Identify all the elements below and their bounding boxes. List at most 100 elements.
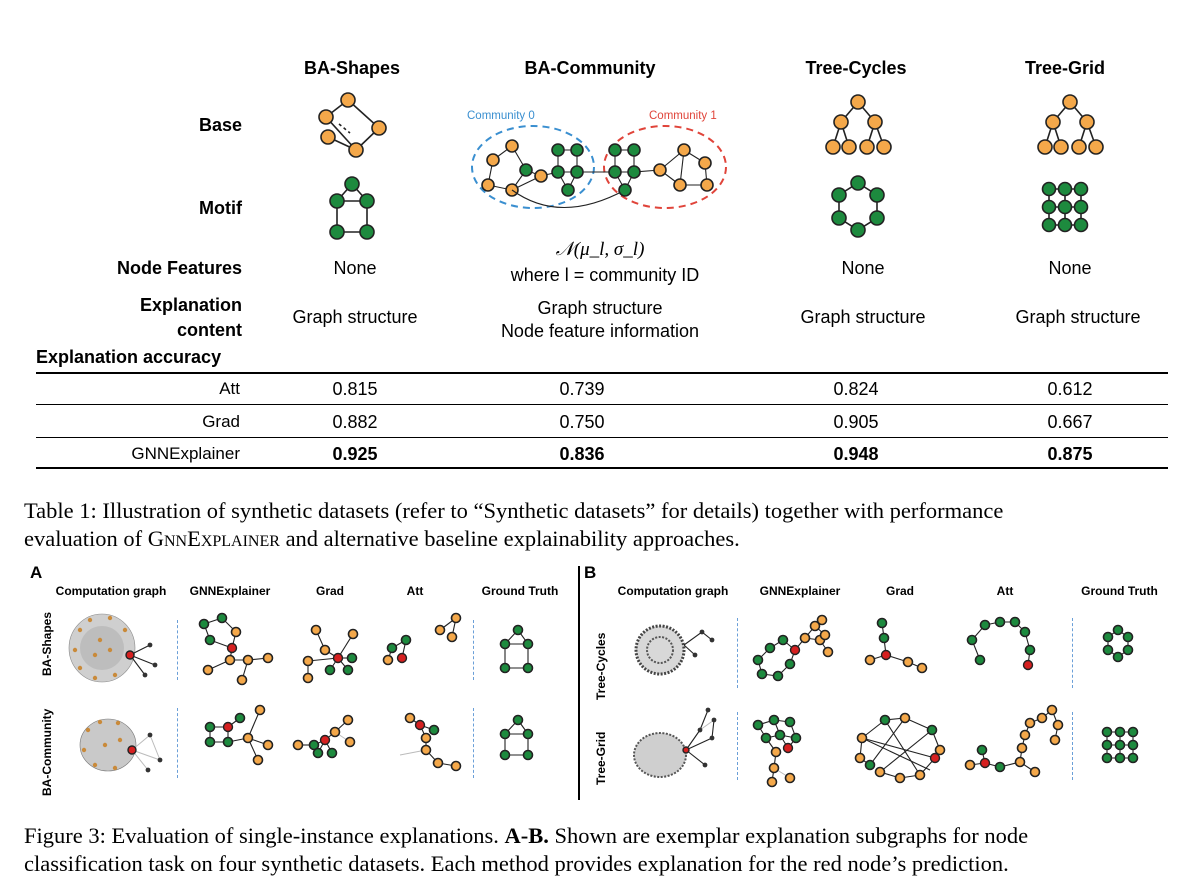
a-ba-shapes-grad — [302, 624, 359, 684]
row-label-explanation-1: Explanation — [139, 295, 242, 315]
acc-att-tree-grid: 0.612 — [1047, 379, 1093, 399]
acc-grad-tree-cycles: 0.905 — [833, 412, 879, 432]
method-att: Att — [219, 379, 240, 398]
b-tree-cycles-gnnexplainer — [752, 614, 834, 682]
nf-tree-cycles: None — [841, 258, 885, 278]
acc-att-ba-community: 0.739 — [559, 379, 605, 399]
acc-att-ba-shapes: 0.815 — [332, 379, 378, 399]
tree-cycles-motif-graph — [831, 175, 885, 238]
b-sep-4 — [1072, 712, 1073, 780]
a-ba-community-computation-graph — [79, 718, 163, 773]
a-sep-3 — [473, 620, 474, 680]
figure3-graphs — [68, 612, 1139, 788]
b-sep-2 — [737, 712, 738, 780]
a-header-computation-graph: Computation graph — [55, 584, 167, 598]
table-rule-bottom — [36, 467, 1168, 469]
col-ba-shapes: BA-Shapes — [303, 58, 401, 78]
panel-divider — [578, 566, 580, 800]
ec-tree-grid: Graph structure — [1015, 307, 1141, 327]
b-header-grad: Grad — [885, 584, 914, 598]
nf-ba-community-note: where l = community ID — [510, 265, 700, 285]
acc-gnnexplainer-tree-cycles: 0.948 — [833, 444, 879, 464]
a-header-ground-truth: Ground Truth — [481, 584, 559, 598]
ba-community-graph — [471, 125, 727, 209]
community-0-label: Community 0 — [467, 110, 535, 122]
acc-gnnexplainer-ba-shapes: 0.925 — [332, 444, 378, 464]
figure3-caption-line1-pre: Figure 3: Evaluation of single-instance … — [24, 823, 505, 848]
tree-cycles-base-graph — [825, 94, 892, 155]
a-ba-shapes-att — [382, 612, 462, 666]
panel-b-label: B — [584, 563, 597, 582]
nf-ba-community-formula: 𝒩(μ_l, σ_l) — [555, 239, 645, 260]
figure3-caption-line1: Figure 3: Evaluation of single-instance … — [24, 822, 1028, 850]
panel-a-label: A — [30, 563, 43, 582]
table1-caption-line2-post: and alternative baseline explainability … — [279, 526, 740, 551]
method-grad: Grad — [202, 412, 240, 431]
figure3-caption: Figure 3: Evaluation of single-instance … — [24, 822, 1028, 878]
nf-ba-shapes: None — [333, 258, 377, 278]
b-header-computation-graph: Computation graph — [617, 584, 729, 598]
ec-ba-community-2: Node feature information — [500, 321, 700, 341]
a-ba-shapes-ground-truth — [499, 624, 534, 674]
table-rule-2 — [36, 437, 1168, 438]
a-ba-community-ground-truth — [499, 714, 534, 761]
row-label-base: Base — [198, 115, 242, 135]
b-tree-grid-computation-graph — [633, 707, 717, 778]
table1-caption: Table 1: Illustration of synthetic datas… — [24, 497, 1003, 553]
col-ba-community: BA-Community — [524, 58, 656, 78]
a-sep-2 — [177, 708, 178, 778]
acc-gnnexplainer-ba-community: 0.836 — [559, 444, 605, 464]
a-ba-shapes-gnnexplainer — [198, 612, 274, 686]
b-tree-grid-gnnexplainer — [752, 714, 802, 788]
figure3-caption-bold: A-B. — [504, 823, 549, 848]
col-tree-grid: Tree-Grid — [1024, 58, 1106, 78]
a-header-gnnexplainer: GNNExplainer — [189, 584, 271, 598]
table1-graph-illustrations — [318, 92, 1104, 240]
acc-att-tree-cycles: 0.824 — [833, 379, 879, 399]
table1-caption-line2-pre: evaluation of — [24, 526, 148, 551]
b-tree-cycles-grad — [864, 617, 928, 674]
b-header-gnnexplainer: GNNExplainer — [759, 584, 841, 598]
acc-grad-ba-community: 0.750 — [559, 412, 605, 432]
b-header-att: Att — [996, 584, 1014, 598]
method-gnnexplainer: GNNExplainer — [131, 444, 240, 463]
b-tree-grid-ground-truth — [1101, 726, 1139, 764]
b-tree-grid-att — [964, 704, 1064, 778]
row-label-motif: Motif — [199, 198, 242, 218]
table-rule-top — [36, 372, 1168, 374]
ec-ba-community-1: Graph structure — [537, 298, 663, 318]
b-tree-cycles-computation-graph — [634, 624, 715, 676]
ec-ba-shapes: Graph structure — [292, 307, 418, 327]
b-tree-grid-grad — [854, 712, 946, 784]
ba-shapes-motif-graph — [329, 176, 375, 240]
figure3-caption-line2: classification task on four synthetic da… — [24, 851, 1009, 876]
acc-gnnexplainer-tree-grid: 0.875 — [1047, 444, 1093, 464]
a-sep-4 — [473, 708, 474, 778]
a-ba-community-gnnexplainer — [204, 704, 274, 766]
a-sep-1 — [177, 620, 178, 680]
b-header-ground-truth: Ground Truth — [1081, 584, 1158, 598]
a-ba-community-att — [399, 712, 462, 772]
b-sep-3 — [1072, 618, 1073, 688]
col-tree-cycles: Tree-Cycles — [805, 58, 907, 78]
a-header-att: Att — [406, 584, 424, 598]
a-ba-community-grad — [292, 714, 356, 759]
ec-tree-cycles: Graph structure — [800, 307, 926, 327]
nf-tree-grid: None — [1048, 258, 1092, 278]
tree-grid-motif-graph — [1041, 181, 1089, 233]
table1-caption-line1: Table 1: Illustration of synthetic datas… — [24, 498, 1004, 523]
a-header-grad: Grad — [315, 584, 344, 598]
community-1-label: Community 1 — [649, 110, 717, 122]
a-ba-shapes-computation-graph — [68, 613, 158, 683]
row-label-node-features: Node Features — [116, 258, 242, 278]
table-rule-1 — [36, 404, 1168, 405]
ba-shapes-base-graph — [318, 92, 387, 158]
table1-caption-gnnexplainer: GnnExplainer — [147, 526, 280, 551]
acc-grad-tree-grid: 0.667 — [1047, 412, 1093, 432]
row-label-explanation-2: content — [177, 320, 242, 340]
b-tree-cycles-ground-truth — [1102, 624, 1134, 663]
row-label-explanation-accuracy: Explanation accuracy — [36, 347, 222, 367]
b-tree-cycles-att — [966, 616, 1036, 671]
acc-grad-ba-shapes: 0.882 — [332, 412, 378, 432]
figure3-caption-line1-post: Shown are exemplar explanation subgraphs… — [548, 823, 1029, 848]
